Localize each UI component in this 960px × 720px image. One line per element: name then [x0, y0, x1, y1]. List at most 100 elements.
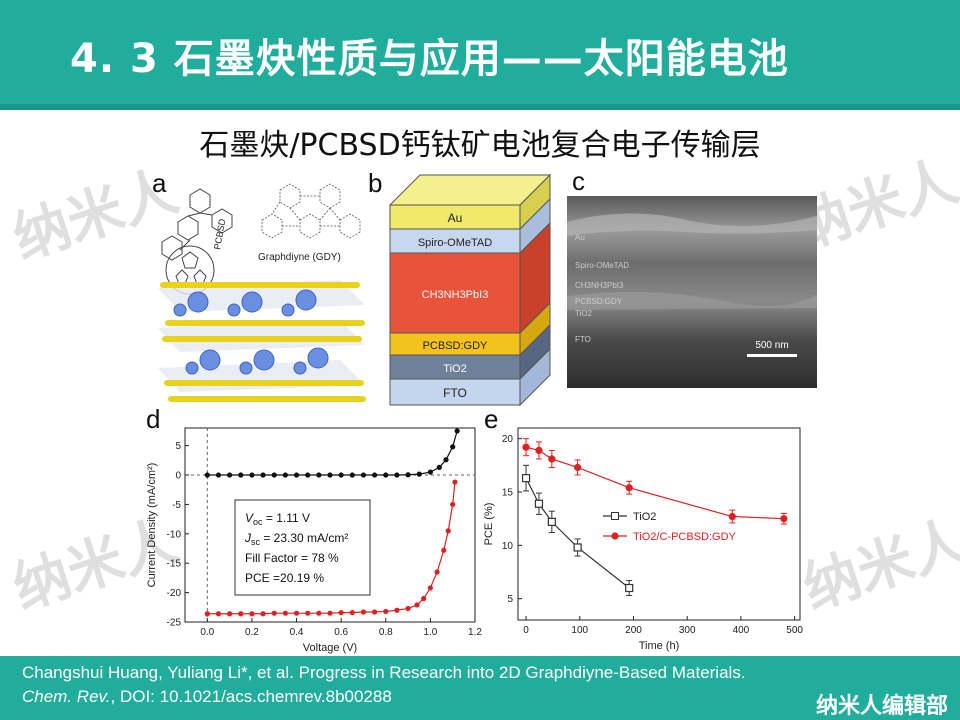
jv-series-0-point — [215, 472, 222, 478]
jv-series-0-point — [443, 457, 449, 463]
jv-series-1-point — [260, 611, 266, 617]
gdy-lattice — [261, 183, 361, 239]
legend-label-1: TiO2/C-PCBSD:GDY — [633, 531, 737, 543]
jv-series-1-point — [316, 610, 322, 616]
gdy-label: Graphdiyne (GDY) — [258, 252, 341, 263]
jv-series-0-point — [450, 444, 456, 450]
panel-a-figure: PCBSD Graphdiyne (GDY) — [158, 183, 366, 402]
x-tick-label: 500 — [786, 625, 803, 636]
pce-series-1-point — [535, 446, 543, 454]
y-tick-label: -20 — [167, 588, 182, 599]
pce-series-1-point — [574, 463, 582, 472]
pce-text: PCE =20.19 % — [245, 571, 324, 585]
y-tick-label: -25 — [167, 618, 182, 629]
jv-series-1-point — [215, 611, 222, 617]
x-tick-label: 300 — [679, 625, 696, 636]
jv-series-1-point — [271, 610, 277, 616]
layer-label-tio2: TiO2 — [443, 363, 466, 375]
jv-series-0-point — [282, 472, 288, 478]
pcbsd-molecule — [161, 188, 233, 295]
y-axis-label: PCE (%) — [483, 503, 495, 546]
x-tick-label: 1.2 — [468, 627, 482, 638]
pce-series-1-point — [522, 443, 530, 451]
jv-series-0-point — [394, 472, 400, 478]
jv-series-0-point — [271, 472, 277, 478]
jv-series-0-point — [316, 472, 322, 478]
x-tick-label: 0.2 — [245, 627, 259, 638]
jv-series-0-point — [338, 472, 344, 478]
sem-label-spiro: Spiro-OMeTAD — [575, 261, 629, 270]
slide-subtitle: 石墨炔/PCBSD钙钛矿电池复合电子传输层 — [199, 128, 761, 163]
x-tick-label: 200 — [625, 625, 642, 636]
pce-series-1-point — [625, 484, 633, 492]
jsc-text: Jsc = 23.30 mA/cm² — [244, 531, 348, 547]
legend-label-0: TiO2 — [633, 511, 656, 523]
x-tick-label: 0.6 — [334, 627, 348, 638]
y-tick-label: -5 — [172, 500, 181, 511]
jv-series-1-point — [405, 605, 411, 612]
pce-series-1-line — [525, 446, 784, 520]
scale-bar-label: 500 nm — [755, 340, 788, 351]
jv-series-0-point — [238, 472, 244, 478]
jv-series-0-point — [305, 472, 311, 478]
jv-series-0-point — [349, 472, 355, 478]
layer-label-fto: FTO — [443, 386, 467, 400]
jv-series-0-point — [454, 428, 460, 434]
jv-series-1-point — [227, 611, 233, 617]
jv-series-1-point — [452, 479, 458, 485]
x-tick-label: 100 — [571, 625, 588, 636]
x-tick-label: 0.8 — [379, 627, 393, 638]
jv-series-1-point — [372, 609, 378, 615]
pcbsd-label: PCBSD — [212, 218, 227, 251]
jv-series-1-point — [383, 608, 389, 615]
panel-c-sem-image: Au Spiro-OMeTAD CH3NH3PbI3 PCBSD:GDY TiO… — [567, 196, 817, 388]
jv-series-0-point — [372, 472, 378, 478]
citation-line-1: Changshui Huang, Yuliang Li*, et al. Pro… — [22, 663, 746, 682]
scale-bar — [747, 354, 797, 357]
jv-series-0-point — [204, 472, 210, 478]
fill-factor-text: Fill Factor = 78 % — [245, 551, 339, 565]
y-tick-label: 20 — [502, 434, 514, 445]
jv-series-1-point — [327, 610, 333, 616]
jv-series-1-point — [204, 611, 210, 617]
slide-title: 4. 3 石墨炔性质与应用——太阳能电池 — [70, 36, 789, 82]
panel-letter-b: b — [368, 168, 383, 198]
jv-curve-chart: 0.0 0.2 0.4 0.6 0.8 1.0 1.2 5 0 -5 -10 -15 -20 -25 Vol… — [146, 427, 482, 654]
jv-series-1-point — [360, 609, 367, 615]
pce-series-0-point — [534, 499, 544, 508]
pce-series-0-point — [521, 474, 531, 483]
x-tick-label: 0.0 — [200, 627, 214, 638]
x-tick-label: 0.4 — [290, 627, 304, 638]
panel-letter-d: d — [146, 404, 161, 434]
sem-label-fto: FTO — [575, 335, 591, 344]
jv-series-1-point — [414, 602, 420, 608]
y-tick-label: 15 — [502, 488, 514, 499]
pce-series-0-point — [547, 517, 556, 526]
header-bar — [0, 0, 960, 110]
jv-series-1-point — [434, 569, 440, 575]
y-tick-label: -10 — [167, 529, 182, 540]
jv-series-0-point — [383, 472, 389, 478]
pce-series-0-point — [625, 583, 634, 593]
x-tick-label: 1.0 — [423, 627, 437, 638]
jv-series-0-point — [249, 472, 255, 478]
jv-series-1-point — [349, 609, 355, 616]
jv-series-0-point — [260, 472, 266, 478]
jv-series-1-point — [293, 610, 300, 616]
voc-text: Voc = 1.11 V — [245, 511, 310, 527]
citation-line-2: Chem. Rev., DOI: 10.1021/acs.chemrev.8b0… — [22, 687, 392, 707]
sem-label-pcbsd: PCBSD:GDY — [575, 297, 623, 306]
jv-series-0-line — [207, 430, 458, 476]
jv-series-1-point — [427, 585, 433, 591]
jv-series-1-point — [282, 610, 288, 616]
jv-series-1-point — [249, 611, 255, 617]
x-axis-label: Time (h) — [639, 640, 680, 652]
jv-series-0-point — [405, 472, 411, 478]
jv-series-0-point — [436, 464, 442, 470]
legend-swatch-0-marker — [611, 512, 619, 520]
y-tick-label: 10 — [502, 541, 514, 552]
jv-series-0-point — [427, 469, 433, 475]
layer-label-pcbsd-gdy: PCBSD:GDY — [423, 340, 488, 352]
footer-bar: Changshui Huang, Yuliang Li*, et al. Pro… — [0, 656, 960, 720]
pce-series-1-point — [548, 455, 556, 463]
